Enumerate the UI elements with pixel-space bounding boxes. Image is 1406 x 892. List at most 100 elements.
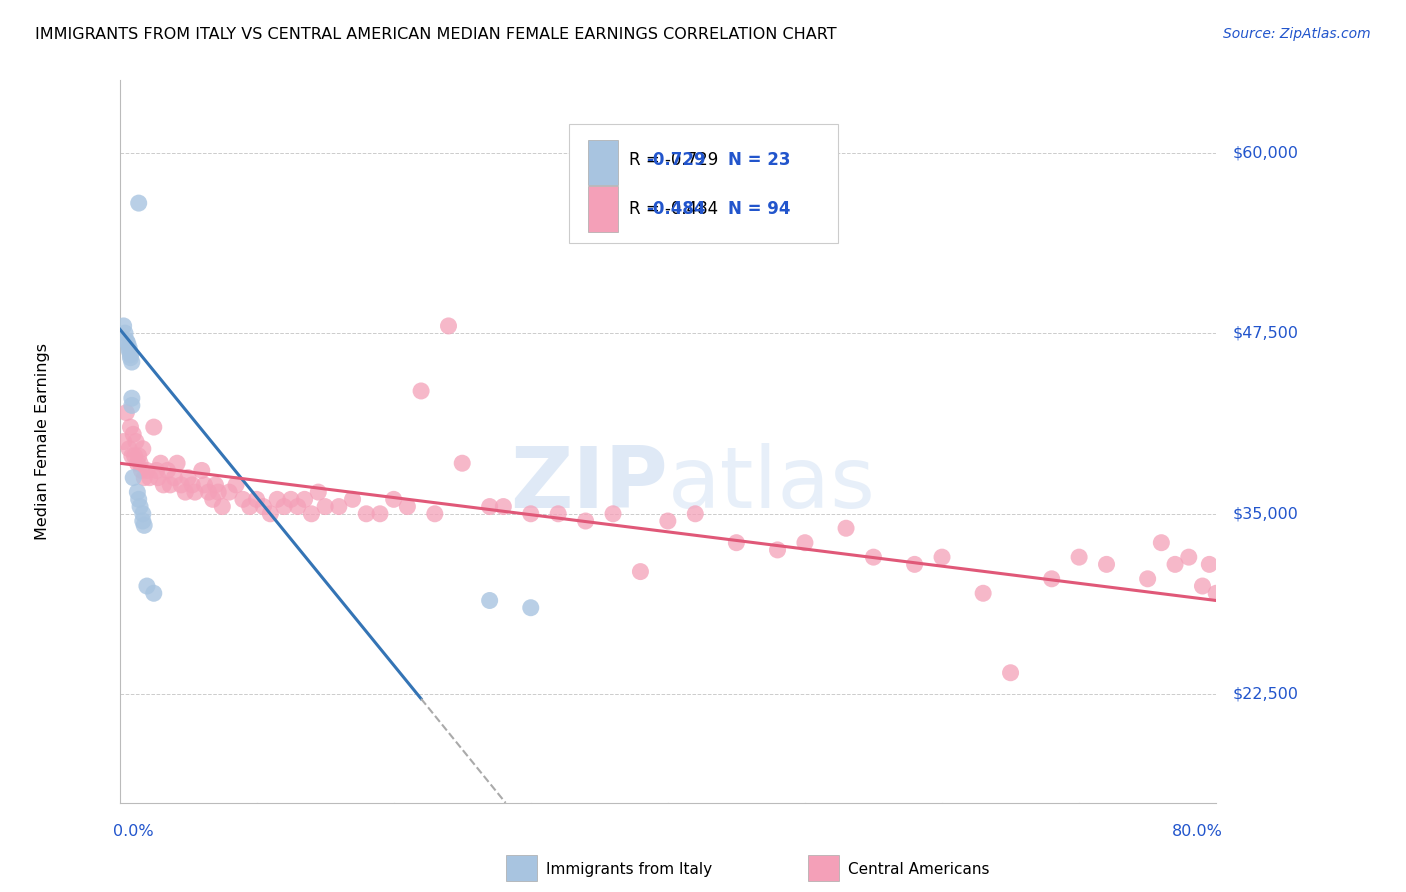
Point bbox=[120, 348, 142, 362]
Point bbox=[423, 507, 446, 521]
Point bbox=[197, 485, 219, 500]
Point bbox=[1150, 535, 1173, 549]
Point bbox=[252, 500, 274, 514]
Point bbox=[132, 507, 155, 521]
Point bbox=[520, 600, 543, 615]
Point bbox=[121, 449, 143, 463]
Point bbox=[382, 492, 405, 507]
Point bbox=[259, 507, 281, 521]
Point bbox=[246, 492, 269, 507]
Point bbox=[149, 456, 172, 470]
Point bbox=[117, 336, 139, 351]
Point bbox=[115, 334, 138, 348]
Point bbox=[280, 492, 302, 507]
Point bbox=[1040, 572, 1063, 586]
Point bbox=[1136, 572, 1159, 586]
Point bbox=[835, 521, 858, 535]
Text: N = 23: N = 23 bbox=[728, 151, 790, 169]
Point bbox=[368, 507, 391, 521]
Point bbox=[1178, 550, 1201, 565]
Point bbox=[170, 478, 193, 492]
Point bbox=[411, 384, 433, 398]
Point bbox=[142, 420, 165, 434]
Point bbox=[342, 492, 364, 507]
Point bbox=[156, 463, 179, 477]
Point bbox=[112, 434, 135, 449]
Point bbox=[146, 471, 169, 485]
Point bbox=[127, 456, 149, 470]
Point bbox=[112, 318, 135, 333]
Text: atlas: atlas bbox=[668, 443, 876, 526]
Point bbox=[132, 514, 155, 528]
Point bbox=[630, 565, 652, 579]
Point bbox=[575, 514, 598, 528]
Point bbox=[193, 478, 215, 492]
Point bbox=[145, 463, 167, 477]
Point bbox=[114, 326, 136, 340]
Point bbox=[725, 535, 748, 549]
Text: 0.0%: 0.0% bbox=[112, 824, 153, 839]
Point bbox=[354, 507, 377, 521]
Point bbox=[129, 500, 152, 514]
Text: -0.729: -0.729 bbox=[645, 151, 706, 169]
Point bbox=[294, 492, 316, 507]
Point bbox=[218, 485, 240, 500]
Point bbox=[862, 550, 884, 565]
Point bbox=[396, 500, 419, 514]
Text: IMMIGRANTS FROM ITALY VS CENTRAL AMERICAN MEDIAN FEMALE EARNINGS CORRELATION CHA: IMMIGRANTS FROM ITALY VS CENTRAL AMERICA… bbox=[35, 27, 837, 42]
Point bbox=[121, 398, 143, 412]
Point bbox=[122, 427, 145, 442]
Point bbox=[132, 442, 155, 456]
Point bbox=[128, 196, 150, 211]
Point bbox=[478, 500, 501, 514]
Text: R = -0.484: R = -0.484 bbox=[630, 200, 718, 218]
Point bbox=[177, 471, 200, 485]
Point bbox=[307, 485, 329, 500]
Point bbox=[118, 442, 141, 456]
Point bbox=[972, 586, 994, 600]
Text: Source: ZipAtlas.com: Source: ZipAtlas.com bbox=[1223, 27, 1371, 41]
Point bbox=[136, 579, 159, 593]
Point bbox=[931, 550, 953, 565]
Point bbox=[120, 351, 142, 365]
Point bbox=[657, 514, 679, 528]
Point bbox=[328, 500, 350, 514]
Point bbox=[159, 478, 181, 492]
Point bbox=[520, 507, 543, 521]
Point bbox=[287, 500, 309, 514]
Point bbox=[301, 507, 323, 521]
Point bbox=[766, 542, 789, 557]
Point bbox=[136, 463, 159, 477]
Point bbox=[1095, 558, 1118, 572]
Point bbox=[1205, 586, 1227, 600]
Point bbox=[492, 500, 515, 514]
Point bbox=[115, 406, 138, 420]
Point bbox=[547, 507, 569, 521]
Point bbox=[685, 507, 707, 521]
Point bbox=[225, 478, 247, 492]
Point bbox=[602, 507, 624, 521]
Point bbox=[478, 593, 501, 607]
Point bbox=[142, 586, 165, 600]
FancyBboxPatch shape bbox=[569, 124, 838, 243]
Point bbox=[184, 485, 207, 500]
Point bbox=[1191, 579, 1213, 593]
Text: 80.0%: 80.0% bbox=[1173, 824, 1223, 839]
Point bbox=[211, 500, 233, 514]
Point bbox=[118, 343, 141, 358]
Point bbox=[181, 478, 204, 492]
Point bbox=[1069, 550, 1091, 565]
FancyBboxPatch shape bbox=[588, 139, 619, 185]
Text: N = 94: N = 94 bbox=[728, 200, 790, 218]
Point bbox=[134, 471, 156, 485]
Text: Central Americans: Central Americans bbox=[848, 863, 990, 877]
Point bbox=[121, 391, 143, 405]
Point bbox=[239, 500, 262, 514]
Point bbox=[314, 500, 336, 514]
Point bbox=[129, 456, 152, 470]
Point bbox=[191, 463, 214, 477]
Point bbox=[437, 318, 460, 333]
Point bbox=[152, 478, 174, 492]
Point bbox=[131, 463, 153, 477]
Point bbox=[118, 341, 141, 355]
